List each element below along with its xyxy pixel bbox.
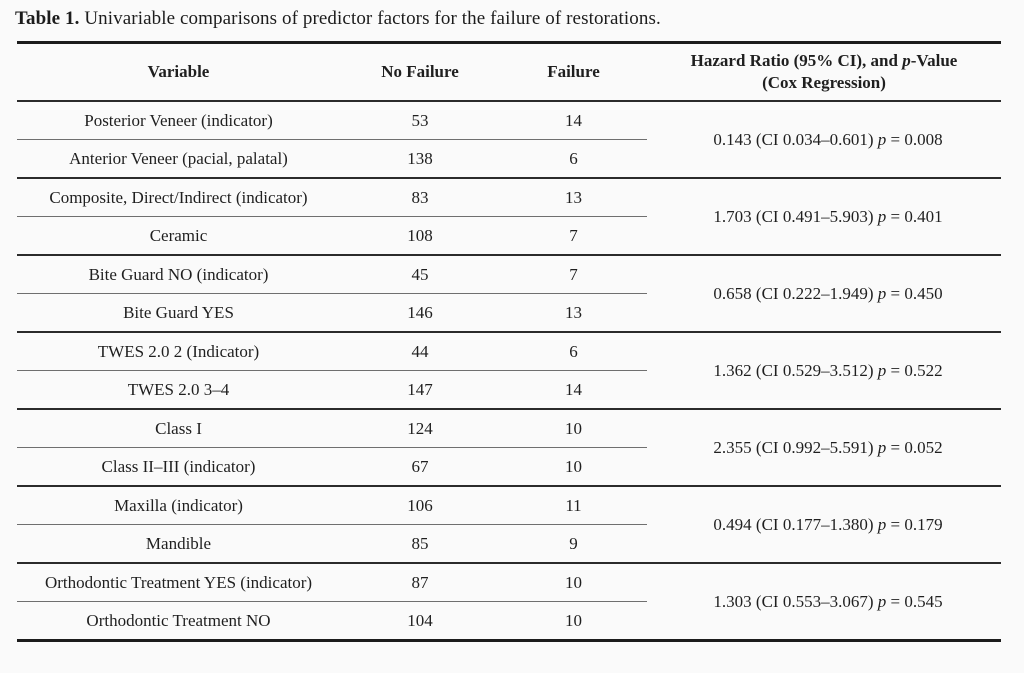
hazard-ci: 0.143 (CI 0.034–0.601): [713, 129, 874, 149]
table-row: Posterior Veneer (indicator) 53 14 0.143…: [17, 101, 1001, 179]
p-value: = 0.401: [890, 206, 943, 226]
variable-cell: Orthodontic Treatment NO: [86, 610, 271, 630]
variable-cell: Class II–III (indicator): [17, 447, 340, 487]
table-row: Orthodontic Treatment YES (indicator) 87…: [17, 563, 1001, 642]
hazard-ci: 1.703 (CI 0.491–5.903): [713, 206, 874, 226]
no-failure-cell: 67: [340, 447, 500, 487]
table-row: Bite Guard YES 146 13: [17, 293, 1001, 333]
variable-cell: Class I: [17, 409, 340, 448]
failure-cell: 10: [500, 409, 647, 448]
failure-cell: 10: [565, 610, 582, 630]
hazard-header-line1: Hazard Ratio (95% CI), and p-Value: [653, 50, 995, 72]
table-caption-label: Table 1.: [15, 8, 80, 29]
hazard-cell: 1.303 (CI 0.553–3.067) p = 0.545: [647, 563, 1001, 642]
hazard-cell: 0.658 (CI 0.222–1.949) p = 0.450: [647, 255, 1001, 333]
table-row: Maxilla (indicator) 106 11 0.494 (CI 0.1…: [17, 486, 1001, 564]
col-header-hazard: Hazard Ratio (95% CI), and p-Value (Cox R…: [647, 42, 1001, 102]
table-row: Class I 124 10 2.355 (CI 0.992–5.591) p …: [17, 409, 1001, 487]
p-value: = 0.450: [890, 283, 943, 303]
table-row: TWES 2.0 2 (Indicator) 44 6 1.362 (CI 0.…: [17, 332, 1001, 410]
p-label: p: [877, 591, 887, 611]
table-caption-text: Univariable comparisons of predictor fac…: [79, 8, 661, 29]
p-label: p: [877, 437, 887, 457]
table-row: Orthodontic Treatment NO 104 10: [17, 602, 1001, 641]
p-value: = 0.179: [890, 514, 943, 534]
p-value: = 0.008: [890, 129, 943, 149]
hazard-ci: 0.494 (CI 0.177–1.380): [713, 514, 874, 534]
variable-cell: Anterior Veneer (pacial, palatal): [17, 139, 340, 179]
table-row: Anterior Veneer (pacial, palatal) 138 6: [17, 139, 1001, 179]
p-label: p: [877, 360, 887, 380]
col-header-failure: Failure: [500, 42, 647, 102]
no-failure-cell: 106: [340, 486, 500, 525]
hazard-header-line2: (Cox Regression): [762, 73, 886, 92]
no-failure-cell: 147: [340, 370, 500, 410]
no-failure-cell: 45: [340, 255, 500, 294]
hazard-cell: 1.362 (CI 0.529–3.512) p = 0.522: [647, 332, 1001, 410]
variable-cell: Ceramic: [17, 216, 340, 256]
failure-cell: 10: [500, 447, 647, 487]
table-caption: Table 1. Univariable comparisons of pred…: [15, 8, 1024, 30]
variable-cell: Bite Guard NO (indicator): [17, 255, 340, 294]
table-row: Class II–III (indicator) 67 10: [17, 447, 1001, 487]
p-value: = 0.052: [890, 437, 943, 457]
failure-cell: 6: [500, 139, 647, 179]
table-row: Composite, Direct/Indirect (indicator) 8…: [17, 178, 1001, 256]
hazard-ci: 0.658 (CI 0.222–1.949): [713, 283, 874, 303]
p-value: = 0.545: [890, 591, 943, 611]
failure-cell: 10: [500, 563, 647, 602]
variable-cell: TWES 2.0 3–4: [17, 370, 340, 410]
failure-cell: 6: [500, 332, 647, 371]
p-label: p: [877, 283, 887, 303]
no-failure-cell: 108: [340, 216, 500, 256]
failure-cell: 13: [500, 293, 647, 333]
variable-cell: TWES 2.0 2 (Indicator): [17, 332, 340, 371]
failure-cell: 9: [500, 524, 647, 564]
no-failure-cell: 124: [340, 409, 500, 448]
header-row: Variable No Failure Failure Hazard Ratio…: [17, 42, 1001, 102]
hazard-cell: 0.143 (CI 0.034–0.601) p = 0.008: [647, 101, 1001, 179]
no-failure-cell: 83: [340, 178, 500, 217]
hazard-header-p: p: [902, 51, 911, 71]
col-header-no-failure: No Failure: [340, 42, 500, 102]
no-failure-cell: 104: [407, 610, 433, 630]
no-failure-cell: 85: [340, 524, 500, 564]
no-failure-cell: 53: [340, 101, 500, 140]
failure-cell: 13: [500, 178, 647, 217]
p-label: p: [877, 206, 887, 226]
failure-cell: 14: [500, 101, 647, 140]
variable-cell: Maxilla (indicator): [17, 486, 340, 525]
hazard-ci: 2.355 (CI 0.992–5.591): [713, 437, 874, 457]
no-failure-cell: 87: [340, 563, 500, 602]
variable-cell: Mandible: [17, 524, 340, 564]
failure-cell: 7: [500, 216, 647, 256]
variable-cell: Composite, Direct/Indirect (indicator): [17, 178, 340, 217]
hazard-header-suffix: -Value: [910, 51, 958, 71]
p-value: = 0.522: [890, 360, 943, 380]
hazard-cell: 1.703 (CI 0.491–5.903) p = 0.401: [647, 178, 1001, 256]
hazard-cell: 0.494 (CI 0.177–1.380) p = 0.179: [647, 486, 1001, 564]
table-row: Bite Guard NO (indicator) 45 7 0.658 (CI…: [17, 255, 1001, 333]
no-failure-cell: 146: [340, 293, 500, 333]
variable-cell: Orthodontic Treatment YES (indicator): [17, 563, 340, 602]
failure-cell: 7: [500, 255, 647, 294]
univariable-comparisons-table: Variable No Failure Failure Hazard Ratio…: [17, 41, 1001, 642]
failure-cell: 11: [500, 486, 647, 525]
hazard-ci: 1.303 (CI 0.553–3.067): [713, 591, 874, 611]
hazard-header-pre: Hazard Ratio (95% CI), and: [690, 51, 903, 71]
table-row: Mandible 85 9: [17, 524, 1001, 564]
hazard-cell: 2.355 (CI 0.992–5.591) p = 0.052: [647, 409, 1001, 487]
p-label: p: [877, 514, 887, 534]
hazard-ci: 1.362 (CI 0.529–3.512): [713, 360, 874, 380]
variable-cell: Posterior Veneer (indicator): [17, 101, 340, 140]
p-label: p: [877, 129, 887, 149]
failure-cell: 14: [500, 370, 647, 410]
col-header-variable: Variable: [17, 42, 340, 102]
table-row: Ceramic 108 7: [17, 216, 1001, 256]
variable-cell: Bite Guard YES: [17, 293, 340, 333]
table-row: TWES 2.0 3–4 147 14: [17, 370, 1001, 410]
no-failure-cell: 138: [340, 139, 500, 179]
no-failure-cell: 44: [340, 332, 500, 371]
